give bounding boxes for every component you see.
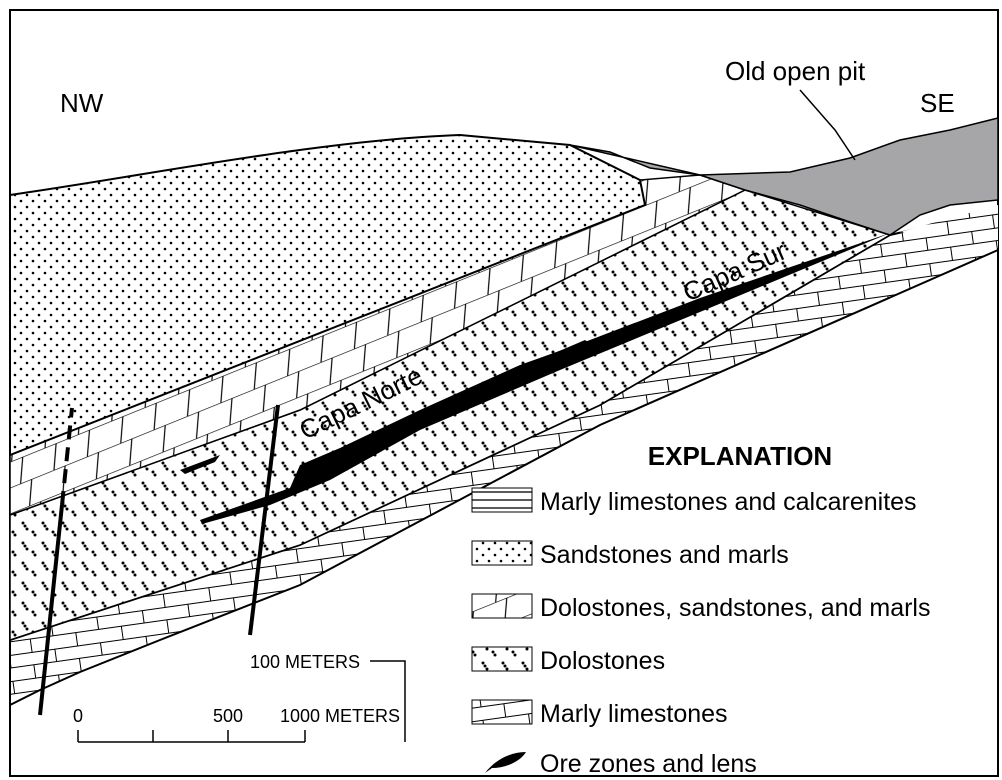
scale-label: 1000 METERS [280,706,400,726]
legend-label: Marly limestones [540,700,728,728]
legend-swatch [472,541,532,565]
legend-label: Dolostones [540,647,665,675]
legend-swatch [472,594,532,618]
legend-swatch [472,488,532,512]
legend-label: Dolostones, sandstones, and marls [540,594,931,622]
pit-label: Old open pit [725,56,866,86]
direction-label: SE [920,88,955,118]
legend-label: Marly limestones and calcarenites [540,488,917,516]
legend-label: Ore zones and lens [540,750,757,778]
direction-label: NW [60,88,104,118]
vertical-scale-label: 100 METERS [250,652,360,672]
legend-swatch [472,700,532,724]
legend-label: Sandstones and marls [540,541,789,569]
scale-label: 0 [73,706,83,726]
legend-swatch [472,647,532,671]
scale-label: 500 [213,706,243,726]
cross-section: NW SE Old open pit Capa Norte Capa Sur 1… [0,0,1002,780]
legend-title: EXPLANATION [648,441,832,471]
